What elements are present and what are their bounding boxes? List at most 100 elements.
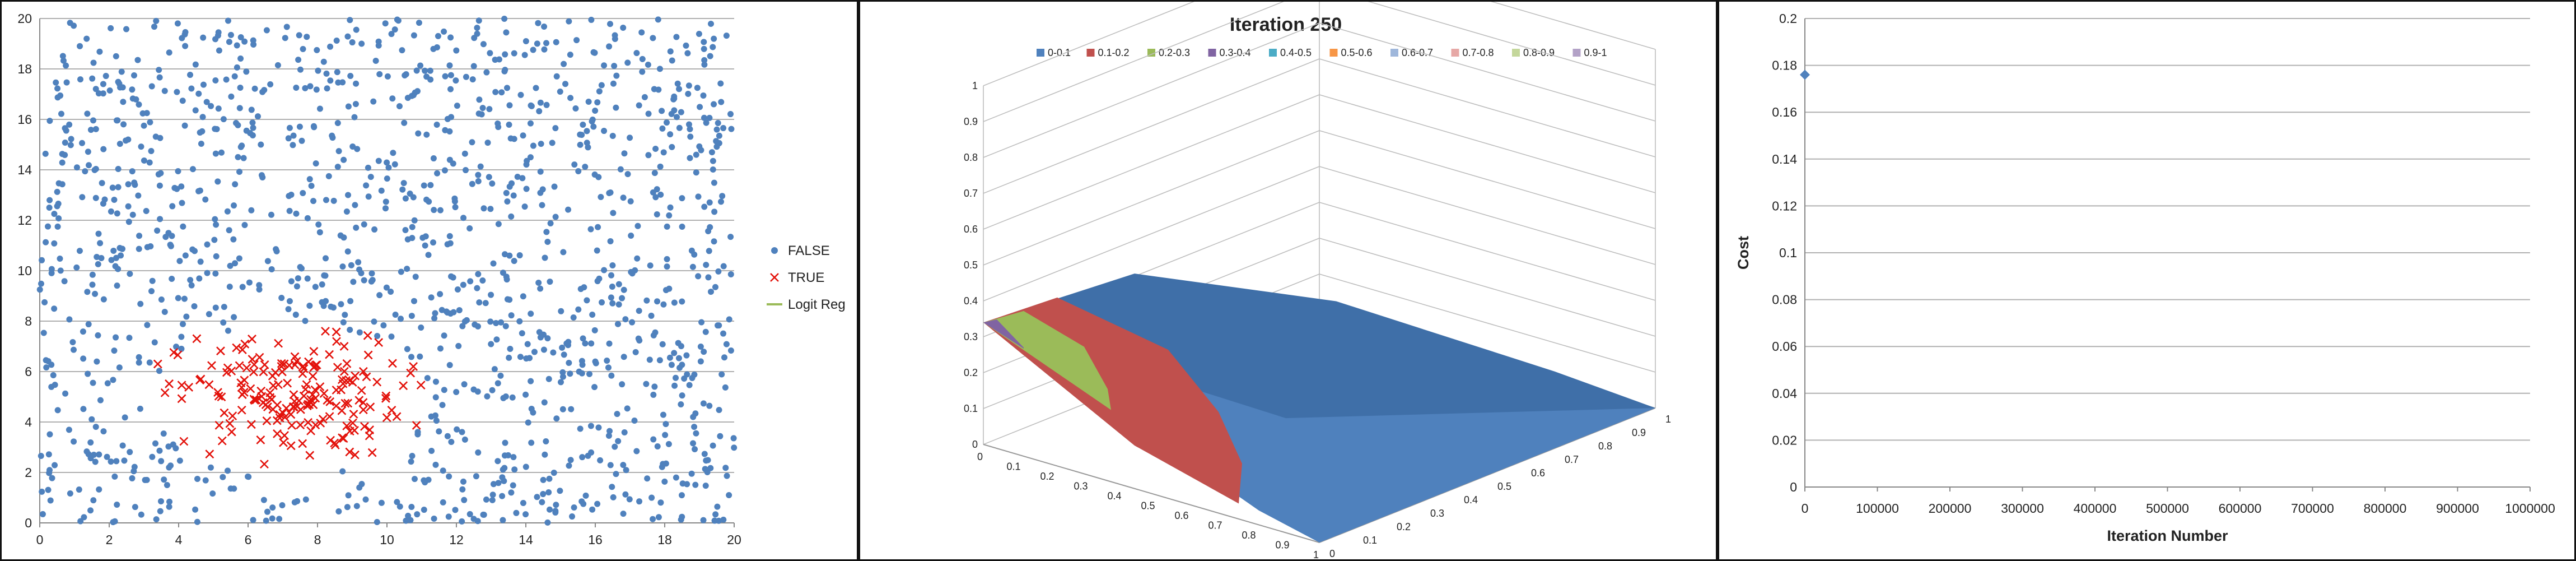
data-point — [476, 299, 483, 306]
data-point — [431, 207, 437, 214]
data-point — [339, 263, 346, 270]
data-point — [351, 114, 358, 120]
data-point — [375, 42, 382, 49]
data-point — [440, 467, 446, 474]
data-point — [236, 105, 243, 112]
data-point — [489, 492, 496, 498]
data-point — [496, 56, 502, 63]
data-point — [361, 277, 367, 284]
data-point — [234, 42, 240, 49]
data-point — [84, 110, 91, 117]
data-point — [57, 92, 64, 99]
data-point — [151, 24, 157, 30]
data-point — [494, 458, 501, 465]
data-point — [316, 105, 323, 112]
data-point — [323, 298, 329, 304]
data-point — [315, 382, 325, 391]
data-point — [351, 371, 360, 381]
data-point — [77, 76, 84, 83]
data-point — [114, 210, 120, 217]
data-point — [553, 39, 559, 45]
data-point — [511, 258, 517, 265]
data-point — [483, 496, 489, 503]
data-point — [385, 164, 392, 171]
data-point — [225, 17, 231, 24]
data-point — [419, 234, 426, 241]
data-point — [455, 342, 462, 349]
data-point — [696, 31, 702, 38]
data-point — [188, 282, 195, 289]
data-point — [614, 321, 621, 327]
data-point — [701, 61, 708, 68]
data-point — [67, 142, 74, 149]
data-point — [685, 82, 692, 89]
data-point — [595, 224, 601, 230]
data-point — [671, 382, 678, 389]
data-point — [431, 515, 437, 522]
data-point — [239, 284, 246, 290]
data-point — [231, 202, 237, 209]
data-point — [343, 398, 353, 408]
data-point — [265, 388, 275, 397]
data-point — [575, 168, 582, 175]
data-point — [670, 96, 677, 103]
data-point — [46, 470, 53, 476]
legend-label: 0.7-0.8 — [1463, 47, 1494, 58]
data-point — [424, 375, 431, 382]
data-point — [157, 170, 164, 177]
data-point — [591, 49, 598, 56]
data-point — [639, 55, 646, 62]
data-point — [433, 122, 440, 128]
data-point — [479, 105, 486, 112]
data-point — [54, 203, 60, 210]
data-point — [648, 494, 655, 501]
data-point — [59, 53, 66, 59]
data-point — [173, 344, 180, 350]
series-false-points — [36, 15, 738, 526]
data-point — [297, 263, 304, 270]
data-point — [61, 278, 68, 285]
data-point — [711, 101, 717, 108]
x-tick-label: 12 — [449, 532, 464, 547]
data-point — [311, 420, 320, 430]
data-point — [432, 461, 439, 468]
data-point — [469, 180, 475, 187]
data-point — [235, 154, 241, 160]
data-point — [226, 284, 233, 290]
data-point — [330, 438, 339, 448]
data-point — [221, 304, 227, 310]
gridline — [1319, 94, 1656, 193]
data-point — [716, 132, 722, 139]
data-point — [264, 508, 270, 515]
data-point — [489, 387, 496, 393]
data-point — [679, 223, 685, 230]
data-point — [358, 367, 368, 376]
data-point — [269, 504, 276, 511]
chart-title: Iteration 250 — [1230, 14, 1342, 35]
data-point — [347, 327, 353, 333]
data-point — [502, 251, 508, 258]
data-point — [608, 294, 614, 301]
data-point — [306, 426, 315, 435]
data-point — [461, 436, 468, 443]
data-point — [657, 499, 664, 506]
data-point — [629, 319, 636, 326]
data-point — [638, 29, 645, 36]
data-point — [522, 463, 529, 470]
surface-band-0.2-0.3 — [983, 310, 1111, 410]
data-point — [332, 386, 341, 395]
data-point — [110, 247, 117, 254]
y-tick-label: 6 — [25, 364, 32, 379]
data-point — [484, 393, 491, 400]
data-point — [79, 194, 86, 201]
data-point — [220, 116, 227, 123]
data-point — [122, 414, 128, 421]
data-point — [80, 406, 87, 412]
data-point — [441, 387, 447, 393]
data-point — [46, 205, 53, 211]
data-point — [604, 358, 610, 364]
z-tick-label: 0.2 — [964, 367, 978, 378]
data-point — [226, 39, 232, 45]
data-point — [360, 421, 369, 431]
data-point — [534, 494, 540, 500]
